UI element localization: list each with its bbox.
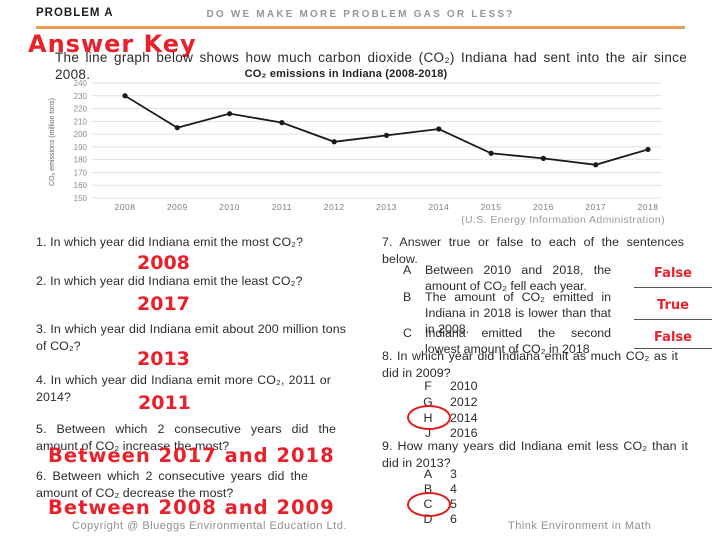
q7-item-b-answer: True: [657, 298, 689, 313]
svg-text:2008: 2008: [115, 202, 136, 212]
svg-text:210: 210: [74, 117, 88, 126]
q9-option-a-value: 3: [450, 467, 457, 481]
q7-item-a-answer: False: [654, 266, 692, 281]
q8-option-f-letter: F: [424, 379, 432, 393]
q7-item-c-blank: [634, 348, 712, 349]
svg-text:160: 160: [74, 181, 88, 190]
q7-item-c-answer: False: [654, 330, 692, 345]
question-9: 9. How many years did Indiana emit less …: [382, 439, 688, 470]
question-4: 4. In which year did Indiana emit more C…: [36, 373, 331, 404]
q7-item-c-statement: Indiana emitted the second lowest amount…: [425, 326, 611, 357]
answer-2: 2017: [137, 293, 190, 315]
answer-key-label: Answer Key: [28, 30, 197, 58]
chart-source: (U.S. Energy Information Administration): [461, 214, 665, 226]
svg-text:2013: 2013: [376, 202, 397, 212]
svg-text:170: 170: [74, 168, 88, 177]
svg-text:180: 180: [74, 156, 88, 165]
svg-text:2016: 2016: [533, 202, 554, 212]
q9-option-d-letter: D: [423, 512, 433, 526]
question-6: 6. Between which 2 consecutive years did…: [36, 469, 308, 500]
question-3: 3. In which year did Indiana emit about …: [36, 322, 346, 353]
footer-tagline: Think Environment in Math: [508, 520, 652, 532]
svg-text:200: 200: [74, 130, 88, 139]
answer-4: 2011: [138, 392, 191, 414]
answer-1: 2008: [137, 252, 190, 274]
problem-label: PROBLEM A: [36, 7, 114, 19]
svg-text:2009: 2009: [167, 202, 188, 212]
q8-option-j-letter: J: [424, 426, 432, 440]
svg-text:2017: 2017: [585, 202, 606, 212]
footer-copyright: Copyright @ Blueggs Environmental Educat…: [72, 520, 347, 532]
svg-text:2012: 2012: [324, 202, 345, 212]
q7-item-a-blank: [634, 287, 712, 288]
question-5: 5. Between which 2 consecutive years did…: [36, 422, 336, 453]
header-banner-title: DO WE MAKE MORE PROBLEM GAS OR LESS?: [206, 9, 515, 20]
q7-item-a-statement: Between 2010 and 2018, the amount of CO₂…: [425, 263, 611, 294]
q8-option-h-value: 2014: [450, 411, 478, 425]
q7-item-b-statement: The amount of CO₂ emitted in Indiana in …: [425, 290, 611, 337]
svg-text:240: 240: [74, 80, 88, 88]
intro-paragraph: The line graph below shows how much carb…: [55, 49, 687, 83]
q8-option-f-value: 2010: [450, 379, 478, 393]
svg-text:230: 230: [74, 92, 88, 101]
q9-option-a-letter: A: [423, 467, 433, 481]
svg-text:2010: 2010: [219, 202, 240, 212]
svg-text:150: 150: [74, 194, 88, 203]
question-2: 2. In which year did Indiana emit the le…: [36, 274, 303, 288]
q7-item-c-letter: C: [403, 326, 412, 340]
question-7: 7. Answer true or false to each of the s…: [382, 235, 684, 266]
svg-text:190: 190: [74, 143, 88, 152]
q9-option-b-letter: B: [423, 482, 433, 496]
q9-option-d-value: 6: [450, 512, 457, 526]
emissions-line-chart: 240 230 220 210 200 190 180 170 160 150 2008 2009 20…: [49, 80, 662, 212]
svg-text:CO₂ emissions (million tons): CO₂ emissions (million tons): [49, 98, 56, 186]
q9-option-b-value: 4: [450, 482, 457, 496]
answer-circle-h: [407, 405, 451, 430]
chart-title: CO₂ emissions in Indiana (2008-2018): [244, 68, 448, 80]
answer-3: 2013: [137, 348, 190, 370]
svg-text:2018: 2018: [638, 202, 659, 212]
svg-text:2011: 2011: [272, 202, 292, 212]
answer-circle-c: [407, 492, 451, 517]
svg-text:2014: 2014: [428, 202, 449, 212]
q7-item-b-letter: B: [403, 290, 412, 304]
answer-6: Between 2008 and 2009: [48, 496, 335, 519]
answer-5: Between 2017 and 2018: [48, 444, 335, 467]
q7-item-a-letter: A: [403, 263, 412, 277]
q8-option-j-value: 2016: [450, 426, 478, 440]
svg-text:220: 220: [74, 105, 88, 114]
q9-option-c-value: 5: [450, 497, 457, 511]
question-1: 1. In which year did Indiana emit the mo…: [36, 235, 304, 249]
svg-text:2015: 2015: [481, 202, 502, 212]
q8-option-g-value: 2012: [450, 395, 478, 409]
question-8: 8. In which year did Indiana emit as muc…: [382, 349, 678, 380]
q7-item-b-blank: [634, 319, 712, 320]
q8-option-g-letter: G: [423, 395, 433, 409]
header-divider: [36, 26, 685, 29]
